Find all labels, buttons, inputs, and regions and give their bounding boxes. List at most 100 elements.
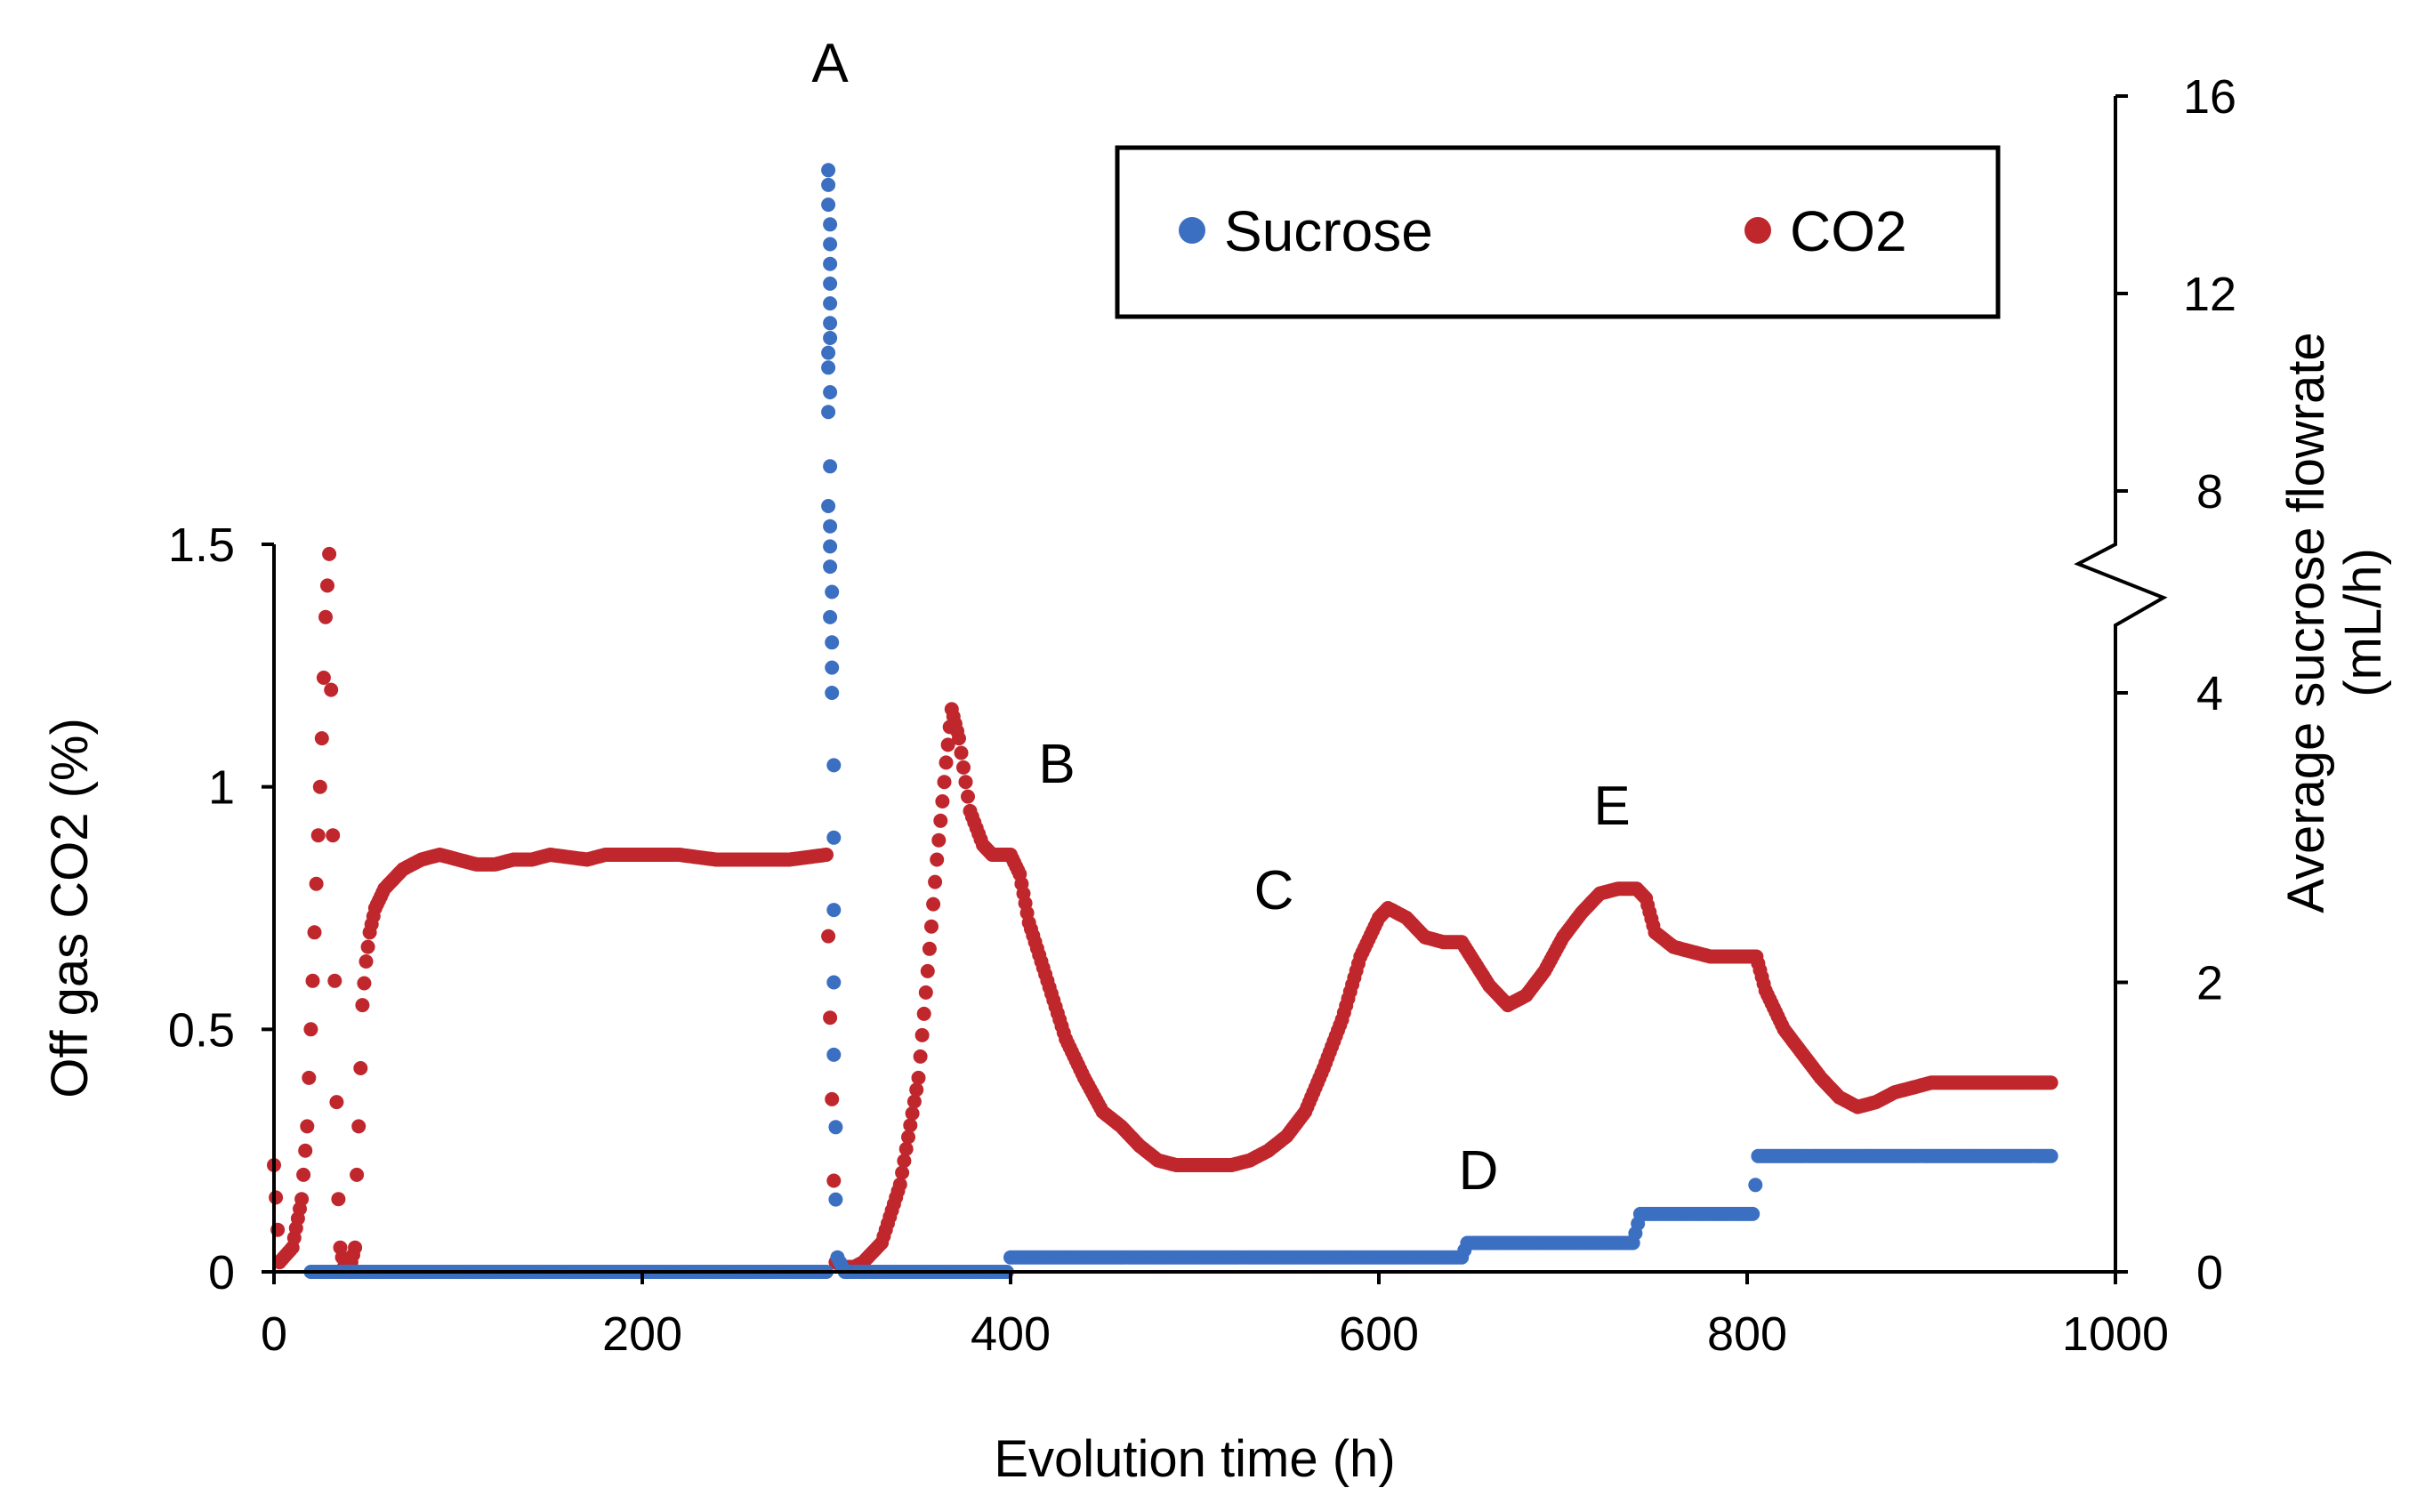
y-left-tick-label-2: 1 <box>208 761 235 815</box>
co2-point <box>920 963 935 978</box>
sucrose-point <box>821 405 836 420</box>
x-tick-label-2: 400 <box>971 1307 1051 1361</box>
sucrose-point <box>821 163 836 178</box>
x-tick-label-4: 800 <box>1707 1307 1787 1361</box>
co2-point <box>320 578 334 593</box>
sucrose-point <box>828 1120 843 1135</box>
co2-point <box>303 1022 318 1037</box>
annotation-c: C <box>1254 860 1294 921</box>
co2-point <box>961 789 975 804</box>
x-tick-label-1: 200 <box>602 1307 682 1361</box>
y-right-tick-label-5: 16 <box>2183 70 2236 124</box>
sucrose-point <box>825 660 840 675</box>
right-y-axis-title-line2: (mL/h) <box>2334 548 2392 697</box>
co2-point <box>940 737 955 752</box>
y-left-tick-label-0: 0 <box>208 1246 235 1299</box>
sucrose-point <box>821 499 836 513</box>
co2-point <box>918 985 933 1000</box>
y-left-tick-label-3: 1.5 <box>168 519 235 572</box>
y-right-ticks: 0 2 4 8 12 16 <box>2115 70 2236 1299</box>
co2-point <box>911 1070 926 1085</box>
left-y-axis-title: Off gas CO2 (%) <box>41 718 99 1098</box>
sucrose-point <box>823 519 838 534</box>
sucrose-point <box>1748 1178 1763 1193</box>
co2-point <box>895 1165 910 1180</box>
co2-point <box>312 779 327 794</box>
co2-point <box>353 1061 368 1075</box>
co2-point <box>269 1190 284 1205</box>
co2-point <box>300 1119 315 1134</box>
co2-point <box>909 1082 924 1098</box>
series-co2 <box>267 546 2059 1275</box>
co2-point <box>302 1070 317 1085</box>
co2-point <box>914 1027 930 1042</box>
legend-box <box>1115 145 2001 319</box>
legend-marker-co2 <box>1744 217 1771 244</box>
annotation-d: D <box>1459 1140 1499 1202</box>
sucrose-point <box>826 830 842 845</box>
co2-point <box>826 1173 842 1188</box>
right-y-axis <box>2074 96 2168 1272</box>
legend: Sucrose CO2 <box>1115 145 2001 319</box>
co2-point <box>825 1091 840 1106</box>
x-axis-title: Evolution time (h) <box>994 1430 1395 1488</box>
sucrose-point <box>823 296 838 311</box>
sucrose-point <box>825 584 840 599</box>
co2-point <box>916 1006 931 1021</box>
sucrose-point <box>823 609 838 624</box>
x-tick-label-5: 1000 <box>2062 1307 2169 1361</box>
right-y-axis-title-line1: Average sucrose flowrate <box>2277 332 2335 913</box>
co2-point <box>309 876 324 891</box>
co2-point <box>298 1143 313 1158</box>
co2-point <box>305 973 320 988</box>
sucrose-point <box>821 360 836 375</box>
co2-point <box>897 1154 912 1169</box>
co2-point <box>930 852 945 867</box>
co2-point <box>329 1095 344 1110</box>
co2-point <box>898 1141 914 1156</box>
sucrose-point <box>821 345 836 360</box>
sucrose-point <box>821 177 836 192</box>
co2-point <box>350 1167 365 1182</box>
co2-point <box>318 609 333 624</box>
co2-point <box>359 954 374 969</box>
co2-point <box>324 682 339 697</box>
sucrose-point <box>823 237 838 252</box>
sucrose-point <box>823 385 838 399</box>
co2-point <box>821 929 836 944</box>
sucrose-point <box>821 197 836 213</box>
annotation-e: E <box>1593 776 1630 837</box>
co2-point <box>823 1010 838 1025</box>
sucrose-point <box>823 316 838 331</box>
sucrose-point <box>823 539 838 554</box>
plot-marks <box>267 163 2059 1279</box>
y-left-ticks: 0 0.5 1 1.5 <box>168 519 274 1299</box>
sucrose-point <box>823 217 838 232</box>
y-right-tick-label-3: 8 <box>2196 465 2223 519</box>
y-right-tick-label-2: 4 <box>2196 667 2223 720</box>
co2-point <box>351 1119 367 1134</box>
legend-label-co2: CO2 <box>1790 199 1907 263</box>
co2-point <box>956 760 971 775</box>
legend-label-sucrose: Sucrose <box>1224 199 1433 263</box>
x-tick-label-0: 0 <box>261 1307 287 1361</box>
co2-point <box>310 828 326 843</box>
annotation-a: A <box>811 33 849 94</box>
co2-point <box>954 745 969 760</box>
co2-point <box>326 828 341 843</box>
series-sucrose <box>303 163 2059 1279</box>
co2-point <box>933 813 948 828</box>
co2-point <box>819 848 834 862</box>
sucrose-point <box>826 975 842 990</box>
co2-point <box>922 941 937 956</box>
co2-point <box>357 976 372 991</box>
co2-point <box>939 755 954 770</box>
sucrose-point <box>823 331 838 345</box>
co2-point <box>901 1130 915 1145</box>
co2-point <box>906 1094 922 1109</box>
co2-point <box>327 973 342 988</box>
co2-point <box>926 897 941 912</box>
co2-point <box>322 546 337 561</box>
sucrose-point <box>826 758 842 773</box>
